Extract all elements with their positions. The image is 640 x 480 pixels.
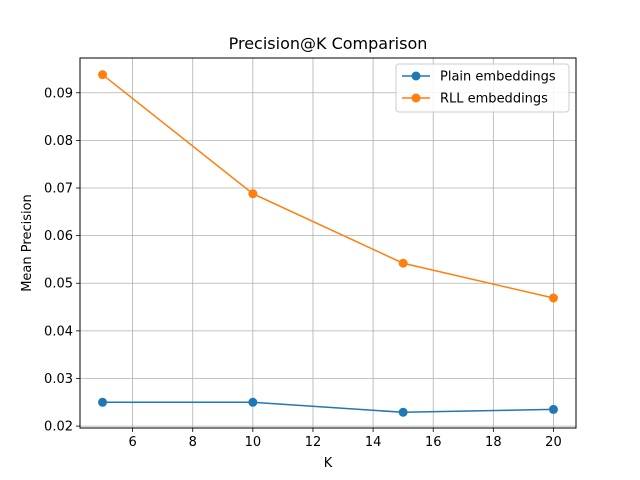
series-rll-embeddings	[98, 70, 558, 303]
y-tick-label: 0.04	[44, 324, 73, 339]
legend-label: Plain embeddings	[440, 70, 556, 85]
y-tick-label: 0.08	[44, 134, 73, 149]
x-tick-label: 20	[545, 435, 562, 450]
y-tick-label: 0.07	[44, 182, 73, 197]
x-tick-label: 6	[128, 435, 136, 450]
x-axis-title: K	[324, 456, 333, 471]
x-tick-label: 16	[425, 435, 442, 450]
x-axis: 6 8 10 12 14 16 18 20	[128, 428, 562, 450]
y-tick-label: 0.03	[44, 372, 73, 387]
x-tick-label: 14	[365, 435, 382, 450]
x-tick-label: 18	[485, 435, 502, 450]
series-layer	[98, 70, 558, 417]
legend-marker	[411, 93, 421, 103]
y-tick-label: 0.02	[44, 420, 73, 435]
x-tick-label: 12	[305, 435, 322, 450]
series-line	[102, 401, 554, 414]
series-line	[102, 74, 554, 299]
legend-item: Plain embeddings	[402, 70, 556, 85]
data-point	[98, 70, 108, 80]
x-tick-label: 10	[245, 435, 262, 450]
data-point	[548, 404, 558, 414]
legend-item: RLL embeddings	[402, 92, 548, 107]
chart-title: Precision@K Comparison	[229, 34, 428, 53]
y-axis: 0.02 0.03 0.04 0.05 0.06 0.07 0.08 0.09	[44, 86, 80, 435]
legend-box	[395, 63, 570, 113]
data-point	[548, 293, 558, 303]
legend-marker	[411, 71, 421, 81]
data-point	[398, 258, 408, 268]
y-tick-label: 0.09	[44, 86, 73, 101]
series-plain-embeddings	[98, 397, 558, 417]
plot-frame	[79, 57, 577, 429]
data-point	[248, 397, 258, 407]
legend: Plain embeddings RLL embeddings	[395, 63, 570, 113]
grid	[80, 58, 576, 428]
x-tick-label: 8	[189, 435, 197, 450]
data-point	[248, 189, 258, 199]
y-tick-label: 0.05	[44, 277, 73, 292]
data-point	[398, 407, 408, 417]
data-point	[98, 397, 108, 407]
y-axis-title: Mean Precision	[20, 194, 35, 292]
legend-label: RLL embeddings	[440, 92, 548, 107]
y-tick-label: 0.06	[44, 229, 73, 244]
